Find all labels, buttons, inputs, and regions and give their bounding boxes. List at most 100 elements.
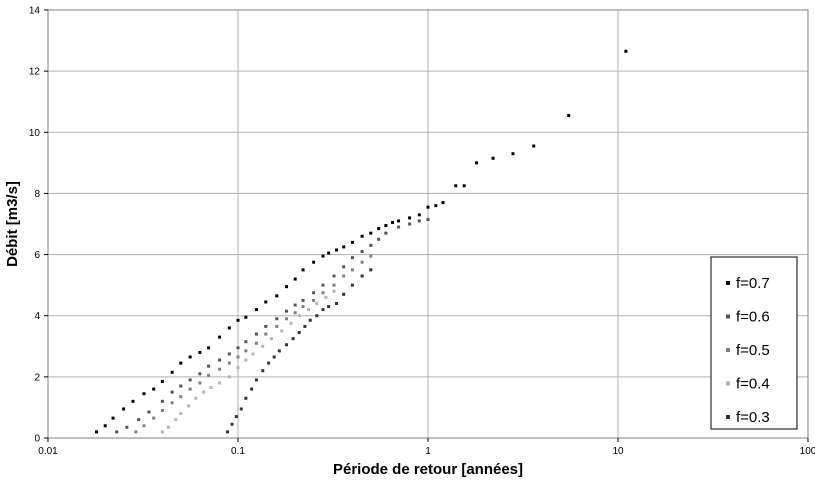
data-point xyxy=(250,387,254,391)
data-point xyxy=(179,384,183,388)
data-point xyxy=(321,291,325,295)
data-point xyxy=(291,337,295,341)
legend-label: f=0.4 xyxy=(736,376,770,393)
data-points xyxy=(95,49,628,434)
data-point xyxy=(147,410,151,414)
data-point xyxy=(308,318,312,322)
data-point xyxy=(227,352,231,356)
data-point xyxy=(360,250,364,254)
data-point xyxy=(194,396,198,400)
data-point xyxy=(567,113,571,117)
data-point xyxy=(272,355,276,359)
data-point xyxy=(267,361,271,365)
data-point xyxy=(285,317,289,321)
legend-box xyxy=(710,256,798,430)
y-axis-label: Débit [m3/s] xyxy=(4,181,21,267)
data-point xyxy=(285,309,289,313)
data-point xyxy=(332,274,336,278)
data-point xyxy=(511,152,515,156)
data-point xyxy=(198,381,202,385)
data-point xyxy=(350,283,354,287)
data-point xyxy=(301,298,305,302)
data-point xyxy=(277,349,281,353)
data-point xyxy=(251,352,255,356)
data-point xyxy=(187,404,191,408)
data-point xyxy=(426,205,430,209)
data-point xyxy=(342,274,346,278)
data-point xyxy=(254,332,258,336)
data-point xyxy=(115,430,119,434)
data-point xyxy=(225,430,229,434)
data-point xyxy=(332,289,336,293)
legend-marker xyxy=(726,348,730,352)
data-point xyxy=(269,337,273,341)
data-point xyxy=(188,387,192,391)
data-point xyxy=(160,379,164,383)
data-point xyxy=(244,358,248,362)
data-point xyxy=(397,219,401,223)
legend-label: f=0.6 xyxy=(736,309,770,326)
data-point xyxy=(312,291,316,295)
data-point xyxy=(261,344,265,348)
data-point xyxy=(384,231,388,235)
x-tick-label: 0.01 xyxy=(38,446,58,457)
data-point xyxy=(227,326,231,330)
data-point xyxy=(244,315,248,319)
data-point xyxy=(397,225,401,229)
data-point xyxy=(198,372,202,376)
data-point xyxy=(207,364,211,368)
data-point xyxy=(142,392,146,396)
data-point xyxy=(321,308,325,312)
data-point xyxy=(360,274,364,278)
data-point xyxy=(360,234,364,238)
data-point xyxy=(236,366,240,370)
grid xyxy=(48,10,808,438)
data-point xyxy=(207,373,211,377)
data-point xyxy=(142,424,146,428)
data-point xyxy=(179,361,183,365)
data-point xyxy=(239,407,243,411)
y-tick-label: 6 xyxy=(34,250,40,261)
data-point xyxy=(297,331,301,335)
data-point xyxy=(280,329,284,333)
data-point xyxy=(218,335,222,339)
data-point xyxy=(360,260,364,264)
data-point xyxy=(417,219,421,223)
data-point xyxy=(293,303,297,307)
data-point xyxy=(301,305,305,309)
data-point xyxy=(207,346,211,350)
data-point xyxy=(426,217,430,221)
data-point xyxy=(454,184,458,188)
data-point xyxy=(264,324,268,328)
data-point xyxy=(111,416,115,420)
data-point xyxy=(369,243,373,247)
data-point xyxy=(227,361,231,365)
data-point xyxy=(166,425,170,429)
x-tick-label: 1 xyxy=(425,446,431,457)
y-tick-label: 2 xyxy=(34,372,40,383)
data-point xyxy=(297,314,301,318)
series-f=0.3 xyxy=(225,268,373,434)
data-point xyxy=(209,386,213,390)
series-f=0.7 xyxy=(95,49,628,434)
series-f=0.6 xyxy=(115,217,430,434)
data-point xyxy=(236,318,240,322)
data-point xyxy=(254,341,258,345)
y-tick-label: 0 xyxy=(34,434,40,445)
data-point xyxy=(321,254,325,258)
data-point xyxy=(275,294,279,298)
data-point xyxy=(160,408,164,412)
data-point xyxy=(236,355,240,359)
legend-label: f=0.7 xyxy=(736,275,770,292)
data-point xyxy=(434,204,438,208)
legend-marker xyxy=(726,381,730,386)
data-point xyxy=(285,343,289,347)
data-point xyxy=(137,418,141,422)
data-point xyxy=(198,350,202,354)
data-point xyxy=(188,355,192,359)
legend-label: f=0.3 xyxy=(736,409,770,426)
data-point xyxy=(315,301,319,305)
data-point xyxy=(160,430,164,434)
data-point xyxy=(384,224,388,228)
